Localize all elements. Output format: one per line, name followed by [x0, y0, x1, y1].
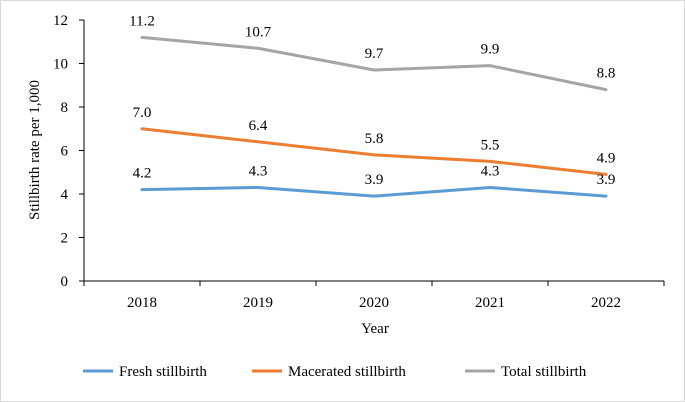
legend-item: Total stillbirth — [465, 364, 587, 380]
data-labels: 4.2 4.3 3.9 4.3 3.9 7.0 6.4 5.8 5.5 4.9 11.2 10.7 9.… — [129, 13, 615, 188]
y-tick-label: 6 — [61, 144, 69, 160]
y-tick-label: 8 — [61, 100, 69, 116]
legend-label: Macerated stillbirth — [288, 364, 406, 380]
x-ticks: 2018 2019 2020 2021 2022 — [83, 281, 665, 311]
data-label: 5.8 — [365, 131, 384, 147]
data-label: 5.5 — [481, 137, 500, 153]
data-label: 6.4 — [249, 118, 268, 134]
x-axis-title: Year — [361, 321, 389, 337]
data-label: 9.7 — [365, 46, 384, 62]
x-tick-label: 2019 — [243, 295, 273, 311]
legend-item: Macerated stillbirth — [252, 364, 406, 380]
data-label: 4.2 — [133, 166, 152, 182]
x-tick-label: 2021 — [475, 295, 505, 311]
y-axis-title: Stillbirth rate per 1,000 — [27, 80, 43, 220]
y-tick-label: 0 — [61, 274, 69, 290]
data-label: 11.2 — [129, 13, 155, 29]
legend: Fresh stillbirth Macerated stillbirth Tota… — [83, 364, 587, 380]
data-label: 3.9 — [365, 172, 384, 188]
data-label: 4.3 — [249, 163, 268, 179]
y-tick-label: 12 — [53, 13, 68, 29]
series-line-macerated-stillbirth — [140, 127, 608, 176]
legend-label: Fresh stillbirth — [119, 364, 207, 380]
data-label: 10.7 — [245, 24, 272, 40]
x-tick-label: 2022 — [591, 295, 621, 311]
series-line-fresh-stillbirth — [140, 185, 608, 198]
legend-item: Fresh stillbirth — [83, 364, 207, 380]
x-tick-label: 2018 — [127, 295, 157, 311]
x-tick-label: 2020 — [359, 295, 389, 311]
y-ticks: 0 2 4 6 8 10 12 — [53, 13, 84, 290]
series-lines — [140, 35, 608, 198]
data-label: 4.9 — [597, 150, 616, 166]
data-label: 3.9 — [597, 172, 616, 188]
y-tick-label: 2 — [61, 231, 69, 247]
data-label: 4.3 — [481, 163, 500, 179]
y-tick-label: 10 — [53, 57, 68, 73]
series-line-total-stillbirth — [140, 35, 608, 92]
legend-label: Total stillbirth — [501, 364, 587, 380]
data-label: 9.9 — [481, 42, 500, 58]
y-tick-label: 4 — [61, 187, 69, 203]
data-label: 7.0 — [133, 105, 152, 121]
data-label: 8.8 — [597, 66, 616, 82]
